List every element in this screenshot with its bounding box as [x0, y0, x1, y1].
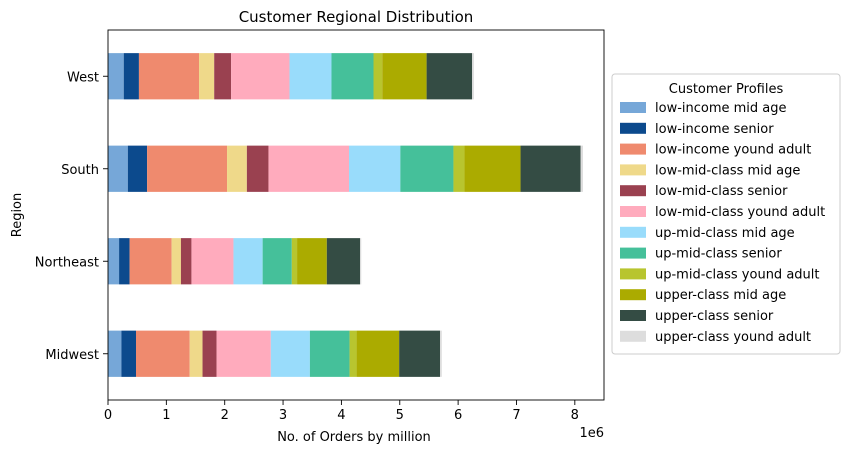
- legend-swatch: [620, 268, 646, 280]
- bar-segment-south-7: [400, 145, 454, 192]
- legend-label: low-income yound adult: [655, 143, 811, 158]
- bar-segment-midwest-7: [309, 330, 350, 377]
- x-tick-label: 0: [104, 408, 112, 423]
- legend-swatch: [620, 122, 646, 134]
- legend-label: low-mid-class senior: [655, 184, 788, 199]
- bar-segment-west-6: [289, 53, 332, 100]
- bar-segment-midwest-0: [108, 330, 122, 377]
- bar-segment-midwest-6: [270, 330, 310, 377]
- bar-segment-northeast-3: [171, 238, 181, 285]
- bar-segment-midwest-2: [136, 330, 190, 377]
- bar-segment-south-8: [453, 145, 465, 192]
- legend-swatch: [620, 289, 646, 301]
- bar-layer: [108, 53, 583, 377]
- bar-segment-west-11: [472, 53, 474, 100]
- bar-segment-northeast-11: [360, 238, 362, 285]
- legend-label: upper-class yound adult: [655, 330, 811, 345]
- x-tick-label: 7: [512, 408, 520, 423]
- legend-label: low-mid-class yound adult: [655, 205, 825, 220]
- legend-swatch: [620, 164, 646, 176]
- legend-swatch: [620, 310, 646, 321]
- x-axis-offset-label: 1e6: [579, 426, 604, 441]
- bar-segment-south-9: [464, 145, 521, 192]
- bar-segment-west-1: [123, 53, 139, 100]
- legend-label: low-income mid age: [655, 101, 787, 116]
- legend-label: low-income senior: [655, 122, 774, 137]
- y-tick-label: Midwest: [45, 348, 99, 363]
- bar-segment-south-6: [348, 145, 401, 192]
- bar-segment-northeast-4: [180, 238, 192, 285]
- x-tick-label: 2: [221, 408, 229, 423]
- bar-segment-south-3: [227, 145, 247, 192]
- legend-label: up-mid-class mid age: [655, 226, 795, 241]
- legend-label: up-mid-class yound adult: [655, 267, 819, 282]
- bar-segment-midwest-5: [216, 330, 271, 377]
- y-tick-label: West: [67, 70, 99, 85]
- x-tick-label: 6: [454, 408, 462, 423]
- legend-items: low-income mid age low-income senior low-i…: [620, 101, 825, 345]
- x-tick-label: 1: [162, 408, 170, 423]
- legend-swatch: [620, 206, 646, 217]
- bar-segment-midwest-3: [189, 330, 203, 377]
- legend-title: Customer Profiles: [669, 82, 784, 97]
- legend-swatch: [620, 330, 646, 342]
- bar-segment-midwest-11: [440, 330, 442, 377]
- chart-title: Customer Regional Distribution: [239, 8, 474, 26]
- legend-swatch: [620, 247, 646, 259]
- x-tick-label: 4: [337, 408, 345, 423]
- legend-swatch: [620, 102, 646, 113]
- bar-segment-south-1: [127, 145, 148, 192]
- bar-segment-west-3: [199, 53, 215, 100]
- bar-segment-northeast-2: [129, 238, 172, 285]
- bar-segment-west-10: [426, 53, 473, 100]
- bar-segment-west-0: [108, 53, 124, 100]
- y-tick-label: South: [61, 163, 99, 178]
- bar-segment-northeast-8: [291, 238, 298, 285]
- x-tick-label: 5: [396, 408, 404, 423]
- bar-segment-northeast-10: [326, 238, 361, 285]
- legend-swatch: [620, 185, 646, 197]
- bar-segment-northeast-1: [119, 238, 130, 285]
- bar-segment-south-10: [520, 145, 581, 192]
- bar-segment-south-11: [580, 145, 583, 192]
- bar-segment-west-5: [231, 53, 290, 100]
- plot-frame: [107, 29, 605, 401]
- legend-frame: [611, 73, 841, 355]
- legend-label: upper-class mid age: [655, 288, 786, 303]
- bar-segment-south-0: [108, 145, 128, 192]
- bar-segment-midwest-9: [356, 330, 400, 377]
- x-tick-label: 8: [571, 408, 579, 423]
- y-axis: Midwest Northeast South West: [35, 70, 108, 363]
- bar-segment-northeast-0: [108, 238, 120, 285]
- legend-swatch: [620, 143, 646, 155]
- legend-swatch: [620, 226, 646, 238]
- legend: Customer Profiles low-income mid agelow-…: [611, 73, 841, 355]
- bar-segment-west-7: [331, 53, 374, 100]
- bar-segment-midwest-8: [349, 330, 357, 377]
- bar-segment-south-5: [268, 145, 349, 192]
- bar-segment-west-2: [138, 53, 200, 100]
- y-tick-label: Northeast: [35, 255, 99, 270]
- bar-segment-northeast-6: [233, 238, 263, 285]
- legend-label: up-mid-class senior: [655, 247, 782, 262]
- bar-segment-northeast-5: [191, 238, 234, 285]
- bar-segment-northeast-9: [297, 238, 327, 285]
- x-axis: 0 1 2 3 4 5 6 7 8: [104, 400, 579, 423]
- bar-segment-west-9: [382, 53, 427, 100]
- x-tick-label: 3: [279, 408, 287, 423]
- bar-segment-northeast-7: [262, 238, 292, 285]
- bar-segment-south-2: [147, 145, 228, 192]
- y-axis-label: Region: [10, 193, 25, 238]
- x-axis-label: No. of Orders by million: [277, 430, 431, 445]
- bar-segment-midwest-4: [202, 330, 217, 377]
- bar-segment-midwest-1: [121, 330, 137, 377]
- legend-label: upper-class senior: [655, 309, 774, 324]
- legend-label: low-mid-class mid age: [655, 163, 800, 178]
- bar-segment-midwest-10: [399, 330, 441, 377]
- bar-segment-south-4: [246, 145, 269, 192]
- bar-segment-west-4: [214, 53, 232, 100]
- bar-segment-west-8: [373, 53, 383, 100]
